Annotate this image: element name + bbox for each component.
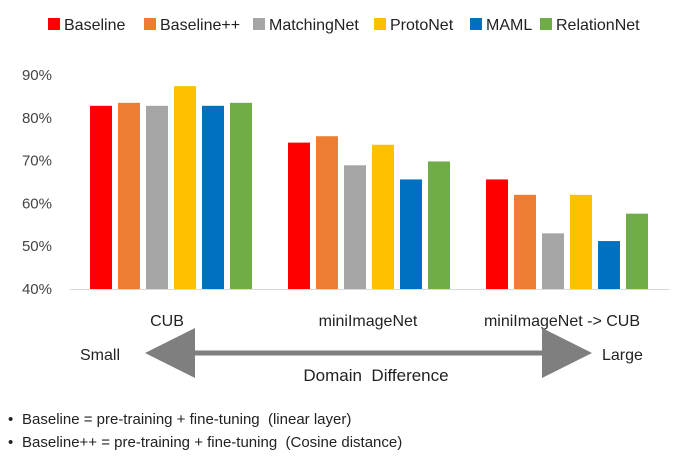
small-label: Small	[80, 347, 120, 364]
legend-swatch	[540, 18, 552, 30]
bar-protonet-1	[372, 144, 394, 289]
bar-baselineplusplus-1	[316, 136, 338, 289]
bars	[90, 86, 648, 290]
bar-maml-1	[400, 179, 422, 289]
bar-matchingnet-1	[344, 165, 366, 289]
legend-swatch	[374, 18, 386, 30]
note-baseline-plus: • Baseline++ = pre-training + fine-tuning…	[8, 431, 402, 454]
category-label: miniImageNet	[319, 313, 418, 330]
bar-relationnet-2	[626, 213, 648, 289]
bar-protonet-2	[570, 194, 592, 289]
notes-list: • Baseline = pre-training + fine-tuning (…	[8, 408, 402, 454]
legend-label: ProtoNet	[390, 17, 454, 34]
large-label: Large	[602, 347, 643, 364]
legend-item: MAML	[470, 17, 532, 34]
legend-label: MatchingNet	[269, 17, 359, 34]
note-text: Baseline = pre-training + fine-tuning (l…	[22, 411, 352, 428]
legend-label: RelationNet	[556, 17, 640, 34]
bar-baseline-2	[486, 179, 508, 289]
legend-item: MatchingNet	[253, 17, 359, 34]
category-label: CUB	[150, 313, 184, 330]
bar-relationnet-0	[230, 102, 252, 289]
legend-swatch	[48, 18, 60, 30]
y-tick-label: 60%	[22, 195, 52, 212]
legend-label: Baseline	[64, 17, 125, 34]
bar-baselineplusplus-0	[118, 102, 140, 289]
legend-item: RelationNet	[540, 17, 640, 34]
bullet: •	[8, 411, 14, 428]
legend-swatch	[470, 18, 482, 30]
legend: Baseline Baseline++ MatchingNet ProtoNet MAM…	[48, 17, 640, 34]
legend-label: MAML	[486, 17, 532, 34]
bar-matchingnet-2	[542, 233, 564, 289]
legend-label: Baseline++	[160, 17, 240, 34]
bar-chart: Baseline Baseline++ MatchingNet ProtoNet MAM…	[22, 17, 670, 385]
y-tick-label: 50%	[22, 238, 52, 255]
legend-swatch	[144, 18, 156, 30]
bar-baseline-0	[90, 105, 112, 289]
category-labels: CUB miniImageNet miniImageNet -> CUB	[150, 313, 640, 330]
y-axis-ticks: 40% 50% 60% 70% 80% 90%	[22, 67, 52, 298]
y-tick-label: 70%	[22, 153, 52, 170]
note-baseline: • Baseline = pre-training + fine-tuning (…	[8, 408, 402, 431]
bar-baseline-1	[288, 142, 310, 289]
bullet: •	[8, 434, 14, 451]
bar-baselineplusplus-2	[514, 194, 536, 289]
y-tick-label: 90%	[22, 67, 52, 84]
legend-item: ProtoNet	[374, 17, 454, 34]
legend-item: Baseline++	[144, 17, 240, 34]
bar-protonet-0	[174, 86, 196, 290]
y-tick-label: 80%	[22, 110, 52, 127]
x-axis-title: Domain Difference	[303, 366, 448, 385]
category-label: miniImageNet -> CUB	[484, 313, 640, 330]
bar-maml-0	[202, 105, 224, 289]
y-tick-label: 40%	[22, 281, 52, 298]
bar-relationnet-1	[428, 161, 450, 289]
bar-matchingnet-0	[146, 105, 168, 289]
bar-maml-2	[598, 241, 620, 289]
note-text: Baseline++ = pre-training + fine-tuning …	[22, 434, 403, 451]
legend-swatch	[253, 18, 265, 30]
legend-item: Baseline	[48, 17, 125, 34]
